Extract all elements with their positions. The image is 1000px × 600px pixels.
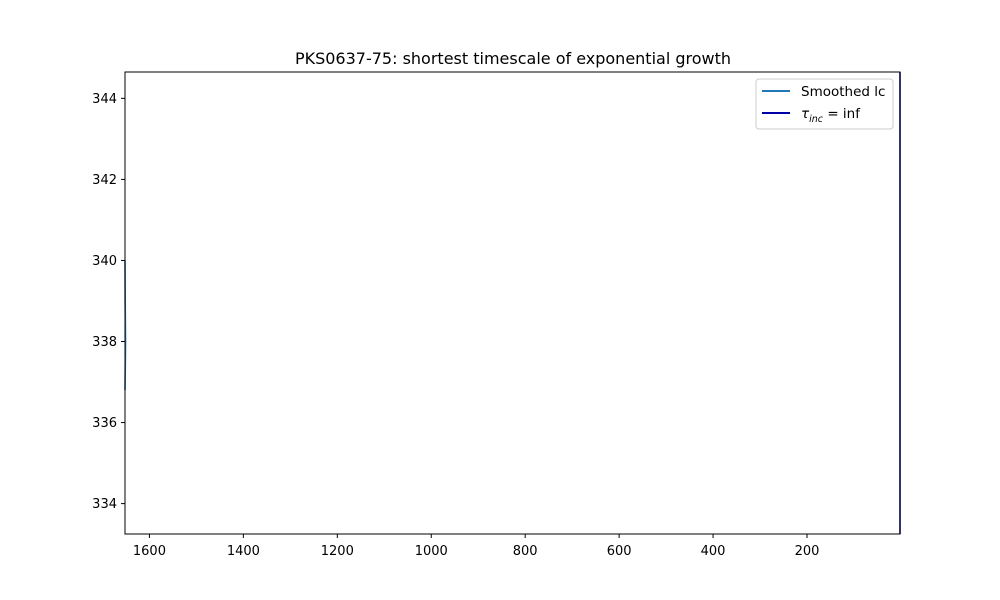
legend-tau-subscript: inc	[809, 114, 824, 125]
chart-title: PKS0637-75: shortest timescale of expone…	[295, 49, 731, 68]
x-tick-label: 400	[701, 544, 726, 559]
x-tick-label: 1000	[415, 544, 448, 559]
y-tick-label: 340	[92, 254, 117, 269]
legend-tau-symbol: τ	[801, 106, 810, 122]
legend-label-tau-inc: τinc = inf	[801, 106, 861, 125]
x-tick-label: 200	[795, 544, 820, 559]
x-tick-label: 600	[607, 544, 632, 559]
legend-label-smoothed-lc: Smoothed lc	[801, 84, 885, 100]
y-tick-label: 336	[92, 416, 117, 431]
x-tick-label: 1400	[227, 544, 260, 559]
y-tick-label: 334	[92, 497, 117, 512]
plot-area-frame	[124, 71, 901, 535]
y-tick-label: 342	[92, 173, 117, 188]
y-tick-label: 344	[92, 92, 117, 107]
x-tick-label: 800	[513, 544, 538, 559]
legend-box	[755, 78, 894, 130]
ticks-layer: 1600 1400 1200 1000 800 600 400 200 334 336 338 340…	[92, 92, 819, 559]
y-tick-label: 338	[92, 335, 117, 350]
x-tick-label: 1600	[133, 544, 166, 559]
legend-tau-value: = inf	[823, 106, 861, 122]
legend: Smoothed lc τinc = inf	[755, 78, 894, 130]
x-tick-label: 1200	[321, 544, 354, 559]
